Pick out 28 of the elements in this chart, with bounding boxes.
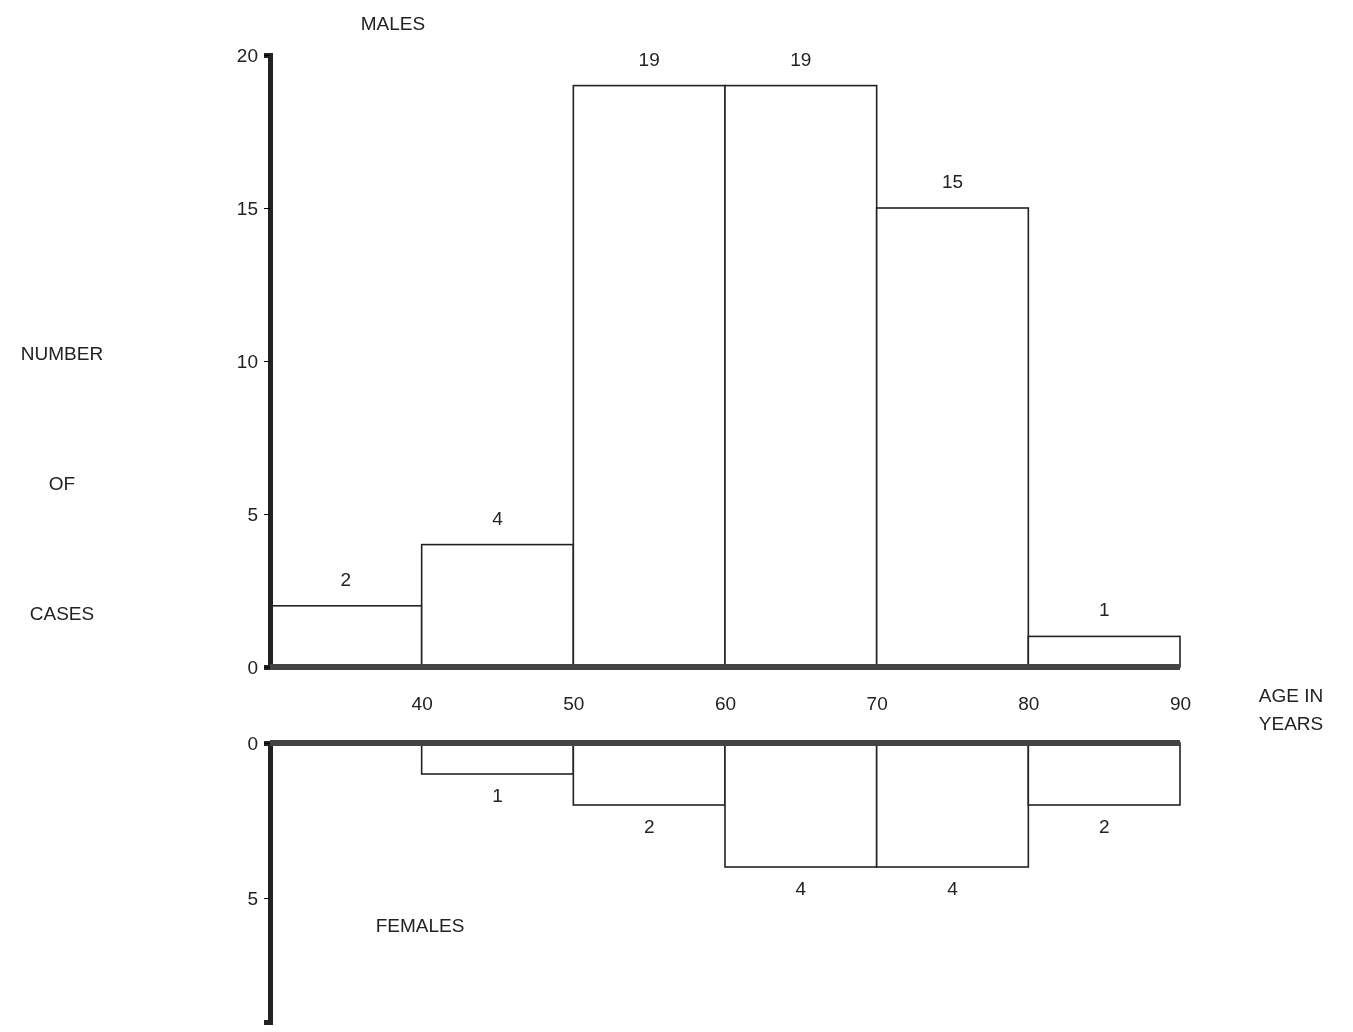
x-tick-label: 50 [563, 693, 585, 715]
data-label: 2 [643, 816, 655, 837]
data-label: 2 [340, 568, 352, 590]
y-tick-label: 10 [236, 350, 258, 372]
data-label: 4 [947, 878, 959, 899]
x-axis-title: AGE IN YEARS [1258, 685, 1324, 734]
y-tick-label: 15 [236, 197, 258, 219]
data-label: 19 [638, 48, 660, 70]
x-tick-label: 40 [411, 693, 433, 715]
x-tick-label: 60 [714, 693, 737, 715]
x-tick-label: 80 [1018, 693, 1040, 715]
data-label: 4 [492, 507, 504, 529]
chart-title: MALES [360, 13, 426, 34]
data-label: 19 [790, 48, 812, 70]
data-label: 1 [1098, 599, 1110, 621]
x-tick-label: 70 [866, 693, 888, 715]
y-tick-label: 20 [236, 44, 258, 66]
y-tick-label: 5 [247, 887, 258, 909]
data-label: 4 [795, 878, 807, 899]
data-label: 1 [492, 785, 503, 806]
text: NUMBER OF CASES [20, 343, 104, 624]
text: FEMALES [375, 915, 465, 936]
x-tick-label: 90 [1169, 693, 1192, 715]
y-tick-label: 0 [247, 656, 258, 678]
data-label: 2 [1098, 816, 1110, 837]
y-tick-label: 0 [247, 732, 258, 754]
y-tick-label: 5 [247, 503, 258, 525]
data-label: 15 [941, 171, 964, 192]
